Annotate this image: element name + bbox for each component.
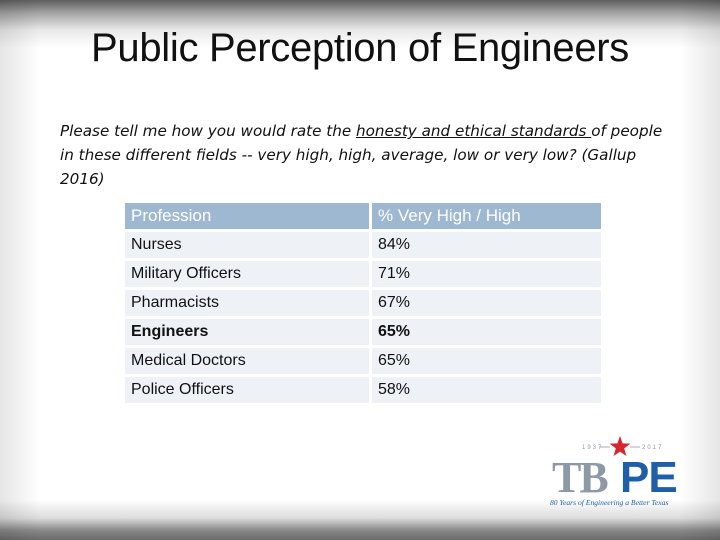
percent-cell: 84% <box>372 232 601 258</box>
header-percent: % Very High / High <box>372 203 601 229</box>
table-row-engineers-highlight: Engineers 65% <box>125 319 601 345</box>
table-row: Nurses 84% <box>125 232 601 258</box>
percent-cell: 65% <box>372 319 601 345</box>
left-edge-shadow <box>0 0 40 540</box>
table-row: Military Officers 71% <box>125 261 601 287</box>
logo-star-icon <box>609 436 631 456</box>
logo-year-end: 2017 <box>642 445 663 451</box>
slide-title: Public Perception of Engineers <box>91 26 629 70</box>
table-row: Pharmacists 67% <box>125 290 601 316</box>
table-row: Police Officers 58% <box>125 377 601 403</box>
question-text-end: of people in these different fields -- v… <box>60 122 663 188</box>
table-header-row: Profession % Very High / High <box>125 203 601 229</box>
percent-cell: 58% <box>372 377 601 403</box>
question-text-underlined: honesty and ethical standards <box>356 122 592 140</box>
profession-cell: Police Officers <box>125 377 369 403</box>
percent-cell: 65% <box>372 348 601 374</box>
survey-question: Please tell me how you would rate the ho… <box>60 119 680 191</box>
question-text-start: Please tell me how you would rate the <box>60 122 357 140</box>
tbpe-logo: 1937 2017 TB PE 80 Years of Engineering … <box>550 436 678 507</box>
profession-cell: Military Officers <box>125 261 369 287</box>
header-profession: Profession <box>125 203 369 229</box>
table-row: Medical Doctors 65% <box>125 348 601 374</box>
percent-cell: 71% <box>372 261 601 287</box>
profession-cell: Medical Doctors <box>125 348 369 374</box>
logo-letters-pe: PE <box>620 453 677 502</box>
profession-cell: Nurses <box>125 232 369 258</box>
percent-cell: 67% <box>372 290 601 316</box>
profession-cell: Engineers <box>125 319 369 345</box>
logo-letters-tb: TB <box>552 453 608 502</box>
logo-year-start: 1937 <box>582 445 603 451</box>
logo-tagline: 80 Years of Engineering a Better Texas <box>550 498 668 507</box>
profession-ratings-table: Profession % Very High / High Nurses 84%… <box>122 200 604 406</box>
profession-cell: Pharmacists <box>125 290 369 316</box>
